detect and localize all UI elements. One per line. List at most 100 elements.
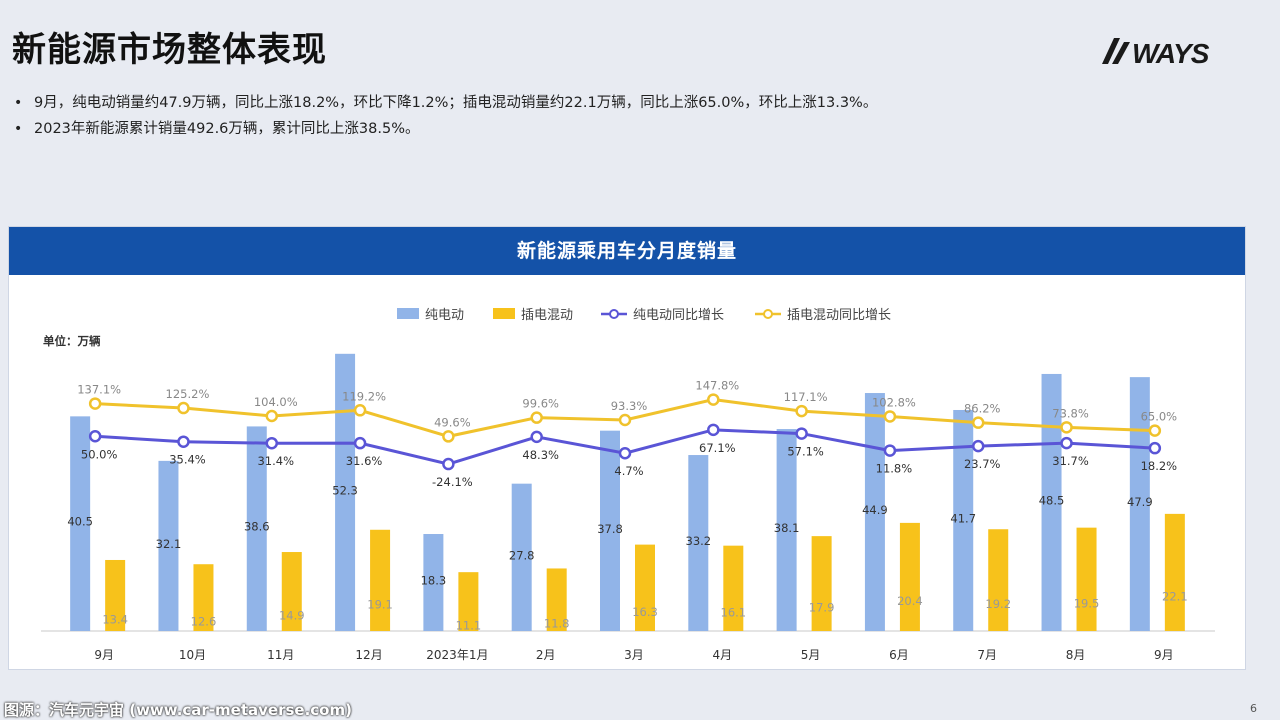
bar-label-phev: 11.1: [456, 619, 482, 633]
bev-growth-label: 4.7%: [614, 464, 643, 478]
bar-label-phev: 19.2: [985, 597, 1011, 611]
legend-marker: [763, 309, 773, 319]
bar-label-bev: 47.9: [1127, 495, 1153, 509]
logo-text: WAYS: [1132, 38, 1209, 69]
bullet-item: • 9月，纯电动销量约47.9万辆，同比上涨18.2%，环比下降1.2%；插电混…: [14, 90, 1264, 116]
phev-growth-point: [530, 411, 543, 424]
bar-phev: [458, 572, 479, 631]
bar-label-phev: 17.9: [809, 601, 835, 615]
bar-phev: [988, 529, 1009, 631]
bev-growth-point: [1148, 441, 1162, 455]
bev-growth-label: 23.7%: [964, 457, 1001, 471]
category-label: 9月: [1154, 648, 1174, 662]
bev-growth-point: [707, 423, 720, 437]
phev-growth-point: [265, 409, 279, 423]
bev-growth-point: [88, 430, 102, 443]
bev-growth-point: [265, 436, 279, 450]
bar-phev: [370, 529, 391, 631]
bar-bev: [776, 429, 797, 631]
bar-phev: [105, 559, 126, 631]
phev-growth-point: [618, 413, 632, 427]
phev-growth-point: [88, 397, 102, 410]
phev-growth-label: 147.8%: [695, 379, 739, 393]
bar-bev: [600, 430, 620, 631]
legend-swatch: [493, 308, 515, 319]
bar-bev: [1041, 373, 1062, 631]
phev-growth-label: 65.0%: [1141, 410, 1178, 424]
phev-growth-label: 99.6%: [522, 397, 559, 411]
chart-title: 新能源乘用车分月度销量: [9, 227, 1245, 275]
bev-growth-point: [795, 427, 808, 440]
bar-label-phev: 20.4: [897, 594, 923, 608]
bullet-dot: •: [14, 95, 23, 111]
phev-growth-point: [971, 416, 985, 429]
bev-growth-label: 67.1%: [699, 441, 736, 455]
bar-label-bev: 27.8: [509, 548, 535, 562]
bar-label-bev: 41.7: [950, 511, 976, 525]
bev-growth-point: [1060, 436, 1073, 450]
bar-label-phev: 16.3: [632, 605, 658, 619]
bar-phev: [635, 544, 655, 631]
bev-growth-label: 57.1%: [787, 445, 824, 459]
bullet-text: 9月，纯电动销量约47.9万辆，同比上涨18.2%，环比下降1.2%；插电混动销…: [34, 95, 878, 111]
category-label: 11月: [267, 648, 294, 662]
bar-label-bev: 32.1: [156, 537, 182, 551]
phev-growth-label: 137.1%: [77, 383, 121, 397]
bar-phev: [1076, 527, 1097, 631]
category-label: 5月: [801, 648, 821, 662]
phev-growth-point: [1148, 424, 1162, 437]
bar-phev: [723, 545, 744, 631]
bar-phev: [546, 568, 567, 631]
bar-label-bev: 33.2: [686, 534, 712, 548]
bar-phev: [811, 536, 832, 631]
bev-growth-label: 31.7%: [1052, 454, 1089, 468]
bar-label-bev: 48.5: [1039, 493, 1065, 507]
bev-growth-point: [442, 457, 455, 471]
bev-growth-label: 31.6%: [346, 454, 383, 468]
bar-bev: [864, 393, 885, 631]
bar-label-bev: 37.8: [597, 522, 623, 536]
phev-growth-label: 119.2%: [342, 389, 386, 403]
phev-growth-point: [442, 430, 455, 443]
unit-label: 单位：万辆: [43, 334, 101, 348]
ways-logo-icon: [1102, 38, 1130, 64]
category-label: 8月: [1066, 648, 1086, 662]
phev-growth-point: [883, 410, 897, 423]
bar-label-bev: 38.1: [774, 521, 800, 535]
phev-growth-point: [177, 401, 190, 415]
legend-label: 纯电动: [425, 308, 464, 323]
bar-label-bev: 18.3: [421, 574, 447, 588]
phev-growth-label: 117.1%: [784, 390, 828, 404]
bar-label-phev: 12.6: [191, 615, 217, 629]
phev-growth-label: 93.3%: [611, 399, 648, 413]
bar-label-bev: 52.3: [332, 483, 358, 497]
bev-growth-label: 18.2%: [1141, 459, 1178, 473]
bev-growth-point: [530, 430, 543, 444]
category-label: 4月: [712, 648, 732, 662]
bar-bev: [158, 460, 179, 631]
legend-label: 插电混动同比增长: [787, 308, 891, 323]
bar-label-phev: 13.4: [102, 612, 128, 626]
category-label: 2023年1月: [426, 648, 488, 662]
phev-growth-point: [1060, 421, 1073, 434]
bullet-text: 2023年新能源累计销量492.6万辆，累计同比上涨38.5%。: [34, 121, 420, 137]
summary-bullets: • 9月，纯电动销量约47.9万辆，同比上涨18.2%，环比下降1.2%；插电混…: [14, 90, 1264, 142]
category-label: 10月: [179, 648, 206, 662]
bar-bev: [423, 534, 444, 631]
phev-growth-label: 86.2%: [964, 402, 1001, 416]
bar-bev: [246, 426, 267, 631]
legend-marker: [609, 309, 619, 319]
bev-growth-label: 48.3%: [522, 448, 559, 462]
bev-growth-point: [883, 444, 897, 457]
bar-label-phev: 22.1: [1162, 589, 1188, 603]
chart-panel: 新能源乘用车分月度销量 纯电动 插电混动 纯电动同比增长 插电混动同比增长 单位：万辆 4…: [8, 226, 1246, 670]
category-label: 9月: [94, 648, 114, 662]
phev-growth-point: [353, 404, 367, 417]
bar-bev: [953, 409, 974, 631]
phev-growth-label: 104.0%: [254, 395, 298, 409]
category-label: 6月: [889, 648, 909, 662]
bar-bev: [335, 353, 356, 631]
bev-growth-point: [618, 446, 632, 460]
bev-growth-point: [353, 436, 367, 450]
